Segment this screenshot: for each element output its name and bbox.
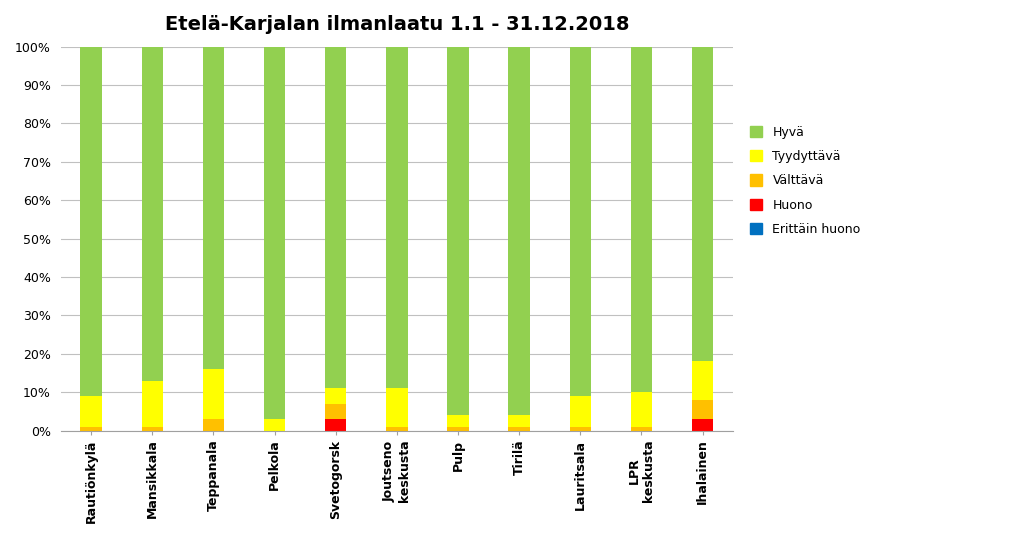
Bar [325,404,346,419]
Bar [325,388,346,404]
Bar [325,419,346,430]
Bar [569,47,591,396]
Bar [509,415,529,427]
Bar [509,47,529,415]
Title: Etelä-Karjalan ilmanlaatu 1.1 - 31.12.2018: Etelä-Karjalan ilmanlaatu 1.1 - 31.12.20… [165,15,629,34]
Bar [386,47,408,388]
Bar [509,427,529,430]
Bar [569,396,591,427]
Bar [81,47,101,396]
Bar [631,47,652,392]
Bar [81,427,101,430]
Bar [447,415,469,427]
Bar [141,427,163,430]
Bar [631,392,652,427]
Bar [264,419,286,430]
Bar [203,369,224,419]
Bar [141,47,163,381]
Bar [447,47,469,415]
Bar [386,427,408,430]
Bar [692,400,714,419]
Bar [203,419,224,430]
Legend: Hyvä, Tyydyttävä, Välttävä, Huono, Erittäin huono: Hyvä, Tyydyttävä, Välttävä, Huono, Eritt… [746,122,864,239]
Bar [264,47,286,419]
Bar [203,47,224,369]
Bar [325,47,346,388]
Bar [141,381,163,427]
Bar [447,427,469,430]
Bar [692,362,714,400]
Bar [386,388,408,427]
Bar [631,427,652,430]
Bar [692,47,714,362]
Bar [569,427,591,430]
Bar [81,396,101,427]
Bar [692,419,714,430]
